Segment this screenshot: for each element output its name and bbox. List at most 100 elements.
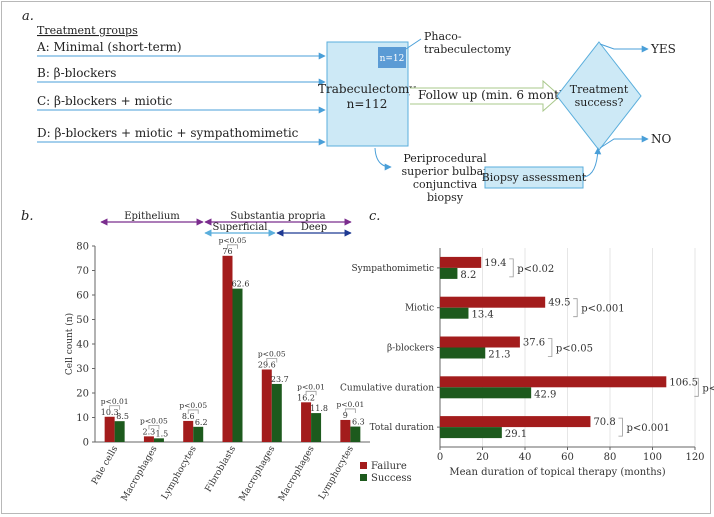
data-label-failure: 9	[343, 411, 348, 420]
bar-failure	[143, 436, 154, 442]
bar-failure	[340, 419, 351, 442]
data-label-success: 6.3	[352, 418, 365, 427]
data-label-success: 21.3	[488, 350, 510, 361]
x-axis-label: Mean duration of topical therapy (months…	[449, 467, 665, 478]
y-category-label: Sympathomimetic	[351, 264, 434, 274]
p-value-label: p<0.01	[336, 400, 364, 409]
p-value-label: p<0.05	[179, 401, 207, 410]
data-label-failure: 8.6	[182, 412, 195, 421]
success-question-2: success?	[575, 96, 624, 109]
y-category-label: Total duration	[370, 423, 435, 433]
phaco-label-1: Phaco-	[424, 30, 462, 43]
bar-success	[440, 307, 469, 319]
phaco-label-2: trabeculectomy	[424, 43, 512, 56]
yes-label: YES	[650, 42, 676, 56]
data-label-success: 42.9	[534, 389, 556, 400]
group-b-label: B: β-blockers	[37, 66, 116, 80]
y-category-label: Cumulative duration	[340, 383, 434, 393]
x-category-label: Macrophages	[120, 444, 160, 503]
data-label-failure: 76	[222, 247, 232, 256]
bar-success	[232, 288, 243, 442]
p-value-label: p<0.001	[581, 304, 624, 315]
significance-bracket	[187, 409, 199, 414]
no-label: NO	[651, 132, 672, 146]
significance-bracket	[618, 417, 623, 437]
data-label-success: 62.6	[232, 280, 250, 289]
x-category-label: Pale cells	[90, 444, 120, 486]
y-tick-label: 40	[76, 340, 89, 351]
biopsy-text-1: Periprocedural	[403, 152, 487, 165]
y-category-label: β-blockers	[387, 344, 434, 354]
biopsy-text-2: superior bulbar	[402, 165, 490, 178]
legend-swatch	[360, 462, 367, 469]
p-value-label: p<0.05	[556, 344, 593, 355]
data-label-failure: 19.4	[484, 258, 506, 269]
significance-bracket	[266, 358, 278, 363]
cell-count-bar-chart: 0 10 20 30 40 50 60 70 80 Cell count (n) 10.38.5 p<…	[64, 236, 370, 503]
x-tick-label: 120	[685, 452, 704, 463]
biopsy-assessment-box	[484, 166, 584, 189]
panel-a-flowchart: a. Treatment groups A: Minimal (short-te…	[22, 9, 676, 204]
bar-success	[114, 421, 125, 442]
p-value-label: p<0.001	[702, 383, 714, 394]
p-value-label: p<0.05	[258, 349, 286, 358]
data-label-failure: 10.3	[101, 408, 119, 417]
y-tick-label: 60	[76, 291, 89, 302]
legend-label: Failure	[371, 461, 407, 472]
p-value-label: p<0.05	[219, 236, 247, 245]
panel-c-label: c.	[369, 209, 380, 224]
bar-success	[311, 413, 322, 442]
data-label-success: 8.5	[116, 412, 129, 421]
data-label-success: 11.8	[310, 404, 328, 413]
biopsy-arrow	[374, 147, 392, 171]
biopsy-text-4: biopsy	[427, 191, 464, 204]
y-tick-label: 50	[76, 315, 89, 326]
significance-bracket	[305, 390, 317, 396]
legend-swatch	[360, 474, 367, 481]
data-label-success: 6.2	[195, 418, 208, 427]
trabeculectomy-label: Trabeculectomy	[318, 82, 416, 96]
legend-label: Success	[371, 473, 412, 484]
x-tick-label: 80	[604, 452, 617, 463]
data-label-failure: 37.6	[523, 338, 545, 349]
group-d-label: D: β-blockers + miotic + sympathomimetic	[37, 126, 299, 140]
epithelium-label: Epithelium	[124, 211, 180, 222]
p-value-label: p<0.02	[517, 264, 554, 275]
panel-a-label: a.	[22, 9, 34, 24]
data-label-success: 13.4	[471, 310, 493, 321]
follow-up-label: Follow up (min. 6 months)	[418, 88, 578, 102]
y-tick-label: 70	[76, 266, 89, 277]
data-label-failure: 70.8	[593, 417, 615, 428]
bar-failure	[440, 336, 520, 348]
group-c-label: C: β-blockers + miotic	[37, 94, 173, 108]
p-value-label: p<0.05	[140, 416, 168, 425]
bar-success	[193, 426, 204, 442]
bar-failure	[183, 420, 194, 442]
bar-success	[271, 383, 282, 442]
bar-failure	[261, 369, 272, 442]
bar-failure	[440, 416, 591, 428]
panel-c-chart: c. 0 20 40 60 80 100 120 Mean duration of topic…	[340, 209, 714, 484]
bar-failure	[104, 416, 115, 442]
biopsy-assessment-label: Biopsy assessment	[482, 171, 587, 184]
bar-success	[440, 387, 532, 399]
panel-b-chart: b. Epithelium Substantia propria Superfi…	[21, 209, 370, 503]
bar-failure	[440, 256, 482, 268]
phaco-n-label: n=12	[380, 54, 405, 64]
data-label-failure: 2.3	[143, 427, 156, 436]
x-category-label: Lymphocytes	[160, 444, 199, 501]
significance-bracket	[148, 424, 160, 430]
significance-bracket	[573, 298, 578, 318]
data-label-success: 1.5	[156, 429, 169, 438]
bar-success	[440, 427, 502, 439]
y-axis-label: Cell count (n)	[64, 313, 75, 375]
data-label-success: 29.1	[505, 429, 527, 440]
significance-bracket	[547, 338, 553, 357]
superficial-label: Superficial	[212, 222, 267, 233]
bar-failure	[222, 255, 233, 442]
biopsy-text-3: conjunctiva	[413, 178, 478, 191]
data-label-failure: 49.5	[548, 298, 570, 309]
significance-bracket	[109, 405, 121, 410]
x-tick-label: 100	[643, 452, 662, 463]
